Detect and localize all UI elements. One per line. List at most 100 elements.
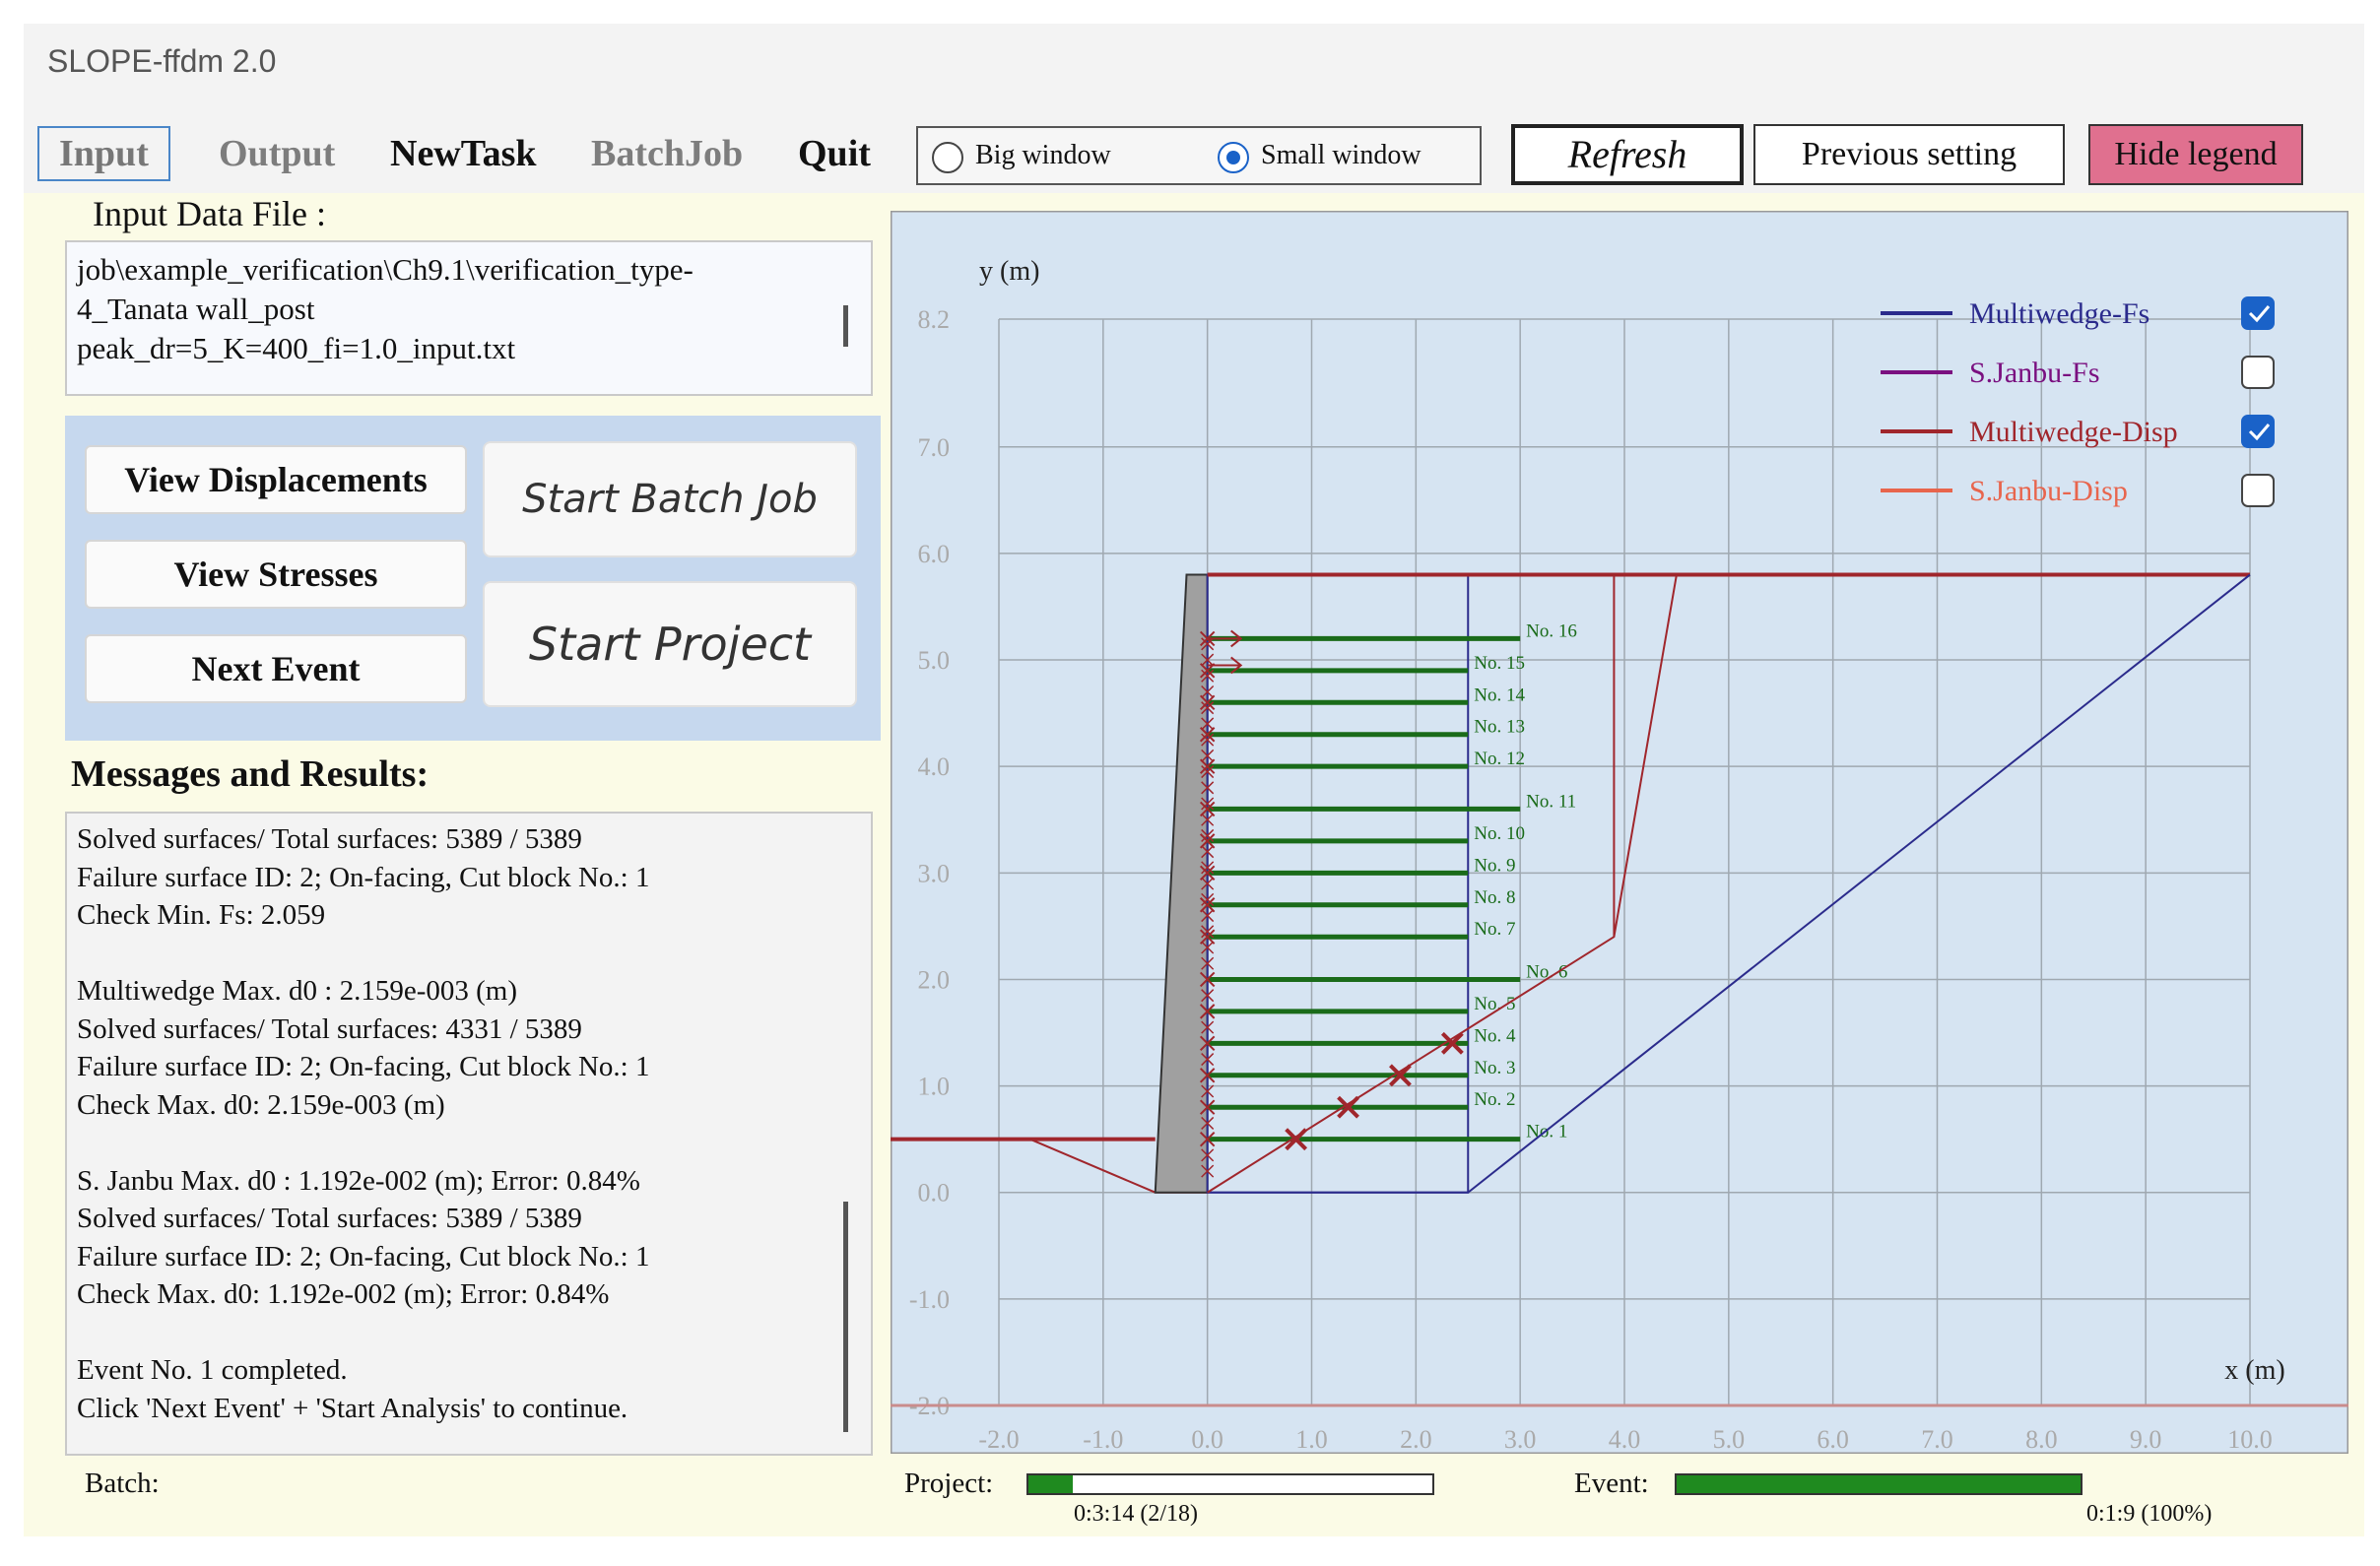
message-line: Failure surface ID: 2; On-facing, Cut bl… [77, 861, 650, 893]
messages-scrollbar[interactable] [843, 1202, 848, 1432]
legend-label: Multiwedge-Disp [1969, 416, 2178, 448]
failure-intersection-mark [1440, 1031, 1464, 1055]
failure-intersection-mark [1389, 1064, 1412, 1087]
event-progress-fill [1677, 1475, 2081, 1493]
message-line: Click 'Next Event' + 'Start Analysis' to… [77, 1392, 628, 1424]
reinforcement-label: No. 12 [1474, 749, 1525, 769]
y-tick-label: 1.0 [918, 1073, 951, 1101]
input-file-scrollbar[interactable] [843, 305, 848, 347]
view-displacements-button[interactable]: View Displacements [85, 445, 467, 514]
event-label: Event: [1574, 1468, 1649, 1499]
start-batch-job-button[interactable]: Start Batch Job [483, 441, 857, 557]
legend-checkbox[interactable] [2241, 356, 2275, 389]
wall-face-mark [1201, 1164, 1215, 1178]
failure-intersection-mark [1337, 1095, 1359, 1119]
y-axis-label: y (m) [979, 256, 1039, 287]
x-tick-label: 9.0 [2130, 1425, 2162, 1454]
wall-face-mark [1201, 845, 1215, 859]
wall-face-mark [1201, 925, 1215, 939]
window-title: SLOPE-ffdm 2.0 [24, 24, 2364, 98]
wall-face-mark [1201, 956, 1215, 970]
displacement-arrow [1207, 629, 1243, 648]
menu-input[interactable]: Input [37, 126, 170, 181]
wall-face-mark [1201, 717, 1215, 731]
slope-plot: -2.0 -1.0 0.0 1.0 2.0 3.0 4.0 5.0 6.0 7.0 8.0 9.0 10… [891, 211, 2348, 1454]
x-tick-label: 6.0 [1817, 1425, 1849, 1454]
x-tick-label: 10.0 [2227, 1425, 2273, 1454]
message-line: Multiwedge Max. d0 : 2.159e-003 (m) [77, 975, 518, 1007]
menu-bar: Input Output NewTask BatchJob Quit Big w… [24, 98, 2364, 193]
wall-face-mark [1201, 1084, 1215, 1098]
messages-title: Messages and Results: [71, 753, 430, 795]
view-stresses-button[interactable]: View Stresses [85, 540, 467, 609]
refresh-button[interactable]: Refresh [1511, 124, 1744, 185]
next-event-button[interactable]: Next Event [85, 634, 467, 703]
failure-intersection-mark [1285, 1128, 1308, 1151]
start-project-button[interactable]: Start Project [483, 581, 857, 707]
legend-label: S.Janbu-Disp [1969, 475, 2128, 507]
radio-big-window[interactable]: Big window [932, 138, 1111, 173]
x-tick-label: 3.0 [1504, 1425, 1537, 1454]
project-progress-bar [1026, 1473, 1434, 1495]
menu-batchjob[interactable]: BatchJob [591, 133, 744, 174]
input-file-line: peak_dr=5_K=400_fi=1.0_input.txt [77, 331, 516, 365]
wall-connection-mark [1199, 865, 1216, 881]
menu-output[interactable]: Output [219, 133, 336, 174]
reinforcement-label: No. 4 [1474, 1025, 1516, 1046]
x-tick-label: 2.0 [1400, 1425, 1432, 1454]
x-tick-label: 1.0 [1295, 1425, 1328, 1454]
reinforcement-label: No. 3 [1474, 1058, 1515, 1078]
input-file-line: job\example_verification\Ch9.1\verificat… [77, 252, 694, 287]
window-size-radio-group: Big window Small window [916, 126, 1482, 185]
hide-legend-button[interactable]: Hide legend [2088, 124, 2303, 185]
x-tick-label: 5.0 [1713, 1425, 1746, 1454]
message-line: Solved surfaces/ Total surfaces: 4331 / … [77, 1012, 582, 1045]
checkmark-icon [2248, 424, 2271, 441]
input-file-box[interactable]: job\example_verification\Ch9.1\verificat… [65, 240, 873, 396]
wall-face-mark [1201, 765, 1215, 779]
x-tick-label: 8.0 [2025, 1425, 2058, 1454]
menu-newtask[interactable]: NewTask [390, 133, 537, 174]
wall-connection-mark [1199, 801, 1216, 817]
wall-face-mark [1201, 685, 1215, 699]
wall-face-mark [1201, 1148, 1215, 1162]
menu-quit[interactable]: Quit [798, 133, 871, 174]
message-line: S. Janbu Max. d0 : 1.192e-002 (m); Error… [77, 1164, 640, 1197]
input-file-line: 4_Tanata wall_post [77, 292, 315, 326]
radio-big-window-circle[interactable] [932, 141, 963, 173]
message-line: Failure surface ID: 2; On-facing, Cut bl… [77, 1051, 650, 1082]
legend-checkbox[interactable] [2241, 474, 2275, 507]
event-progress-bar [1675, 1473, 2082, 1495]
displacement-arrow [1207, 656, 1243, 675]
wall-face-mark [1201, 909, 1215, 923]
wall-face-mark [1201, 653, 1215, 667]
reinforcement-label: No. 16 [1526, 620, 1577, 641]
legend-checkbox[interactable] [2241, 296, 2275, 330]
radio-small-window-circle[interactable] [1218, 141, 1249, 173]
radio-small-window-label: Small window [1261, 140, 1421, 170]
previous-setting-button[interactable]: Previous setting [1753, 124, 2065, 185]
reinforcement-label: No. 7 [1474, 919, 1515, 940]
wall-face-mark [1201, 749, 1215, 762]
wall-face-mark [1201, 1053, 1215, 1067]
y-tick-label: 3.0 [918, 859, 951, 887]
message-line: Event No. 1 completed. [77, 1354, 348, 1386]
messages-box[interactable]: Solved surfaces/ Total surfaces: 5389 / … [65, 812, 873, 1456]
reinforcement-label: No. 5 [1474, 994, 1515, 1014]
wall-connection-mark [1199, 694, 1216, 711]
wall-face-mark [1201, 813, 1215, 826]
x-tick-label: -2.0 [978, 1425, 1019, 1454]
y-tick-label: 0.0 [918, 1179, 951, 1207]
x-tick-label: -1.0 [1083, 1425, 1123, 1454]
wall-face-mark [1201, 1005, 1215, 1018]
x-axis-label: x (m) [2224, 1355, 2284, 1386]
batch-label: Batch: [85, 1468, 160, 1499]
wall-face-mark [1201, 733, 1215, 747]
wall-connection-mark [1199, 758, 1216, 774]
reinforcement-label: No. 10 [1474, 823, 1525, 844]
radio-small-window[interactable]: Small window [1218, 138, 1421, 173]
wall-connection-mark [1199, 833, 1216, 849]
reinforcement-label: No. 8 [1474, 887, 1515, 908]
wall-face-mark [1201, 892, 1215, 906]
legend-checkbox[interactable] [2241, 415, 2275, 448]
